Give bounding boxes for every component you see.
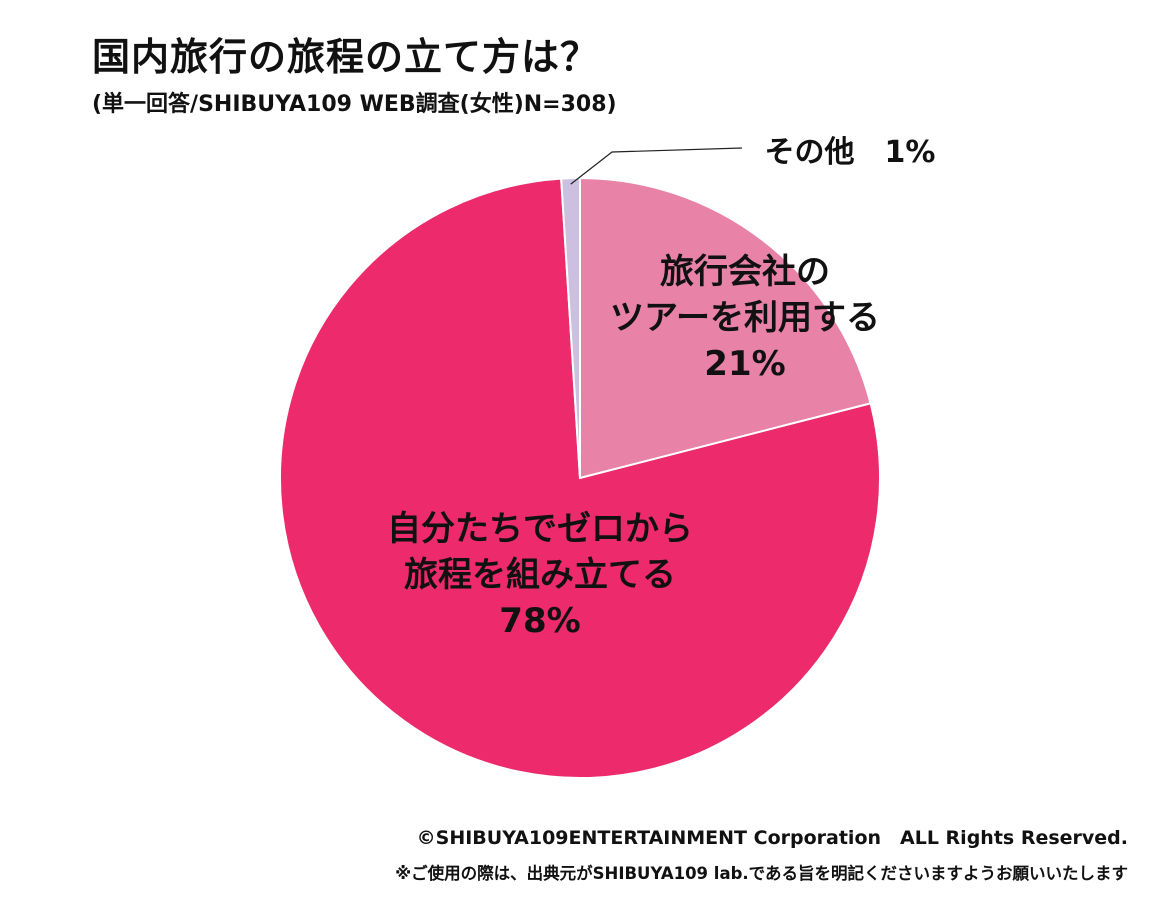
slice-travel-agency-tour bbox=[579, 176, 872, 480]
slice-travel-agency-tour-label-line: 旅行会社の bbox=[660, 252, 830, 292]
other-leader-line bbox=[570, 147, 743, 185]
usage-notice: ※ご使用の際は、出典元がSHIBUYA109 lab.である旨を明記くださいます… bbox=[395, 864, 1128, 883]
slice-self-planned bbox=[279, 177, 881, 779]
slice-travel-agency-tour-value-label: 21% bbox=[704, 344, 785, 384]
chart-title: 国内旅行の旅程の立て方は？ bbox=[92, 35, 600, 79]
slice-self-planned-value-label: 78% bbox=[499, 601, 580, 641]
other-slice-label: その他 1% bbox=[765, 135, 936, 170]
slice-self-planned-label-line: 旅程を組み立てる bbox=[404, 555, 676, 595]
slice-travel-agency-tour-label-line: ツアーを利用する bbox=[610, 298, 880, 338]
slice-other bbox=[560, 176, 581, 479]
copyright-text: ©SHIBUYA109ENTERTAINMENT Corporation ALL… bbox=[416, 827, 1128, 849]
chart-subtitle: (単一回答/SHIBUYA109 WEB調査(女性)N=308) bbox=[92, 92, 617, 117]
slice-self-planned-label-line: 自分たちでゼロから bbox=[387, 509, 693, 549]
